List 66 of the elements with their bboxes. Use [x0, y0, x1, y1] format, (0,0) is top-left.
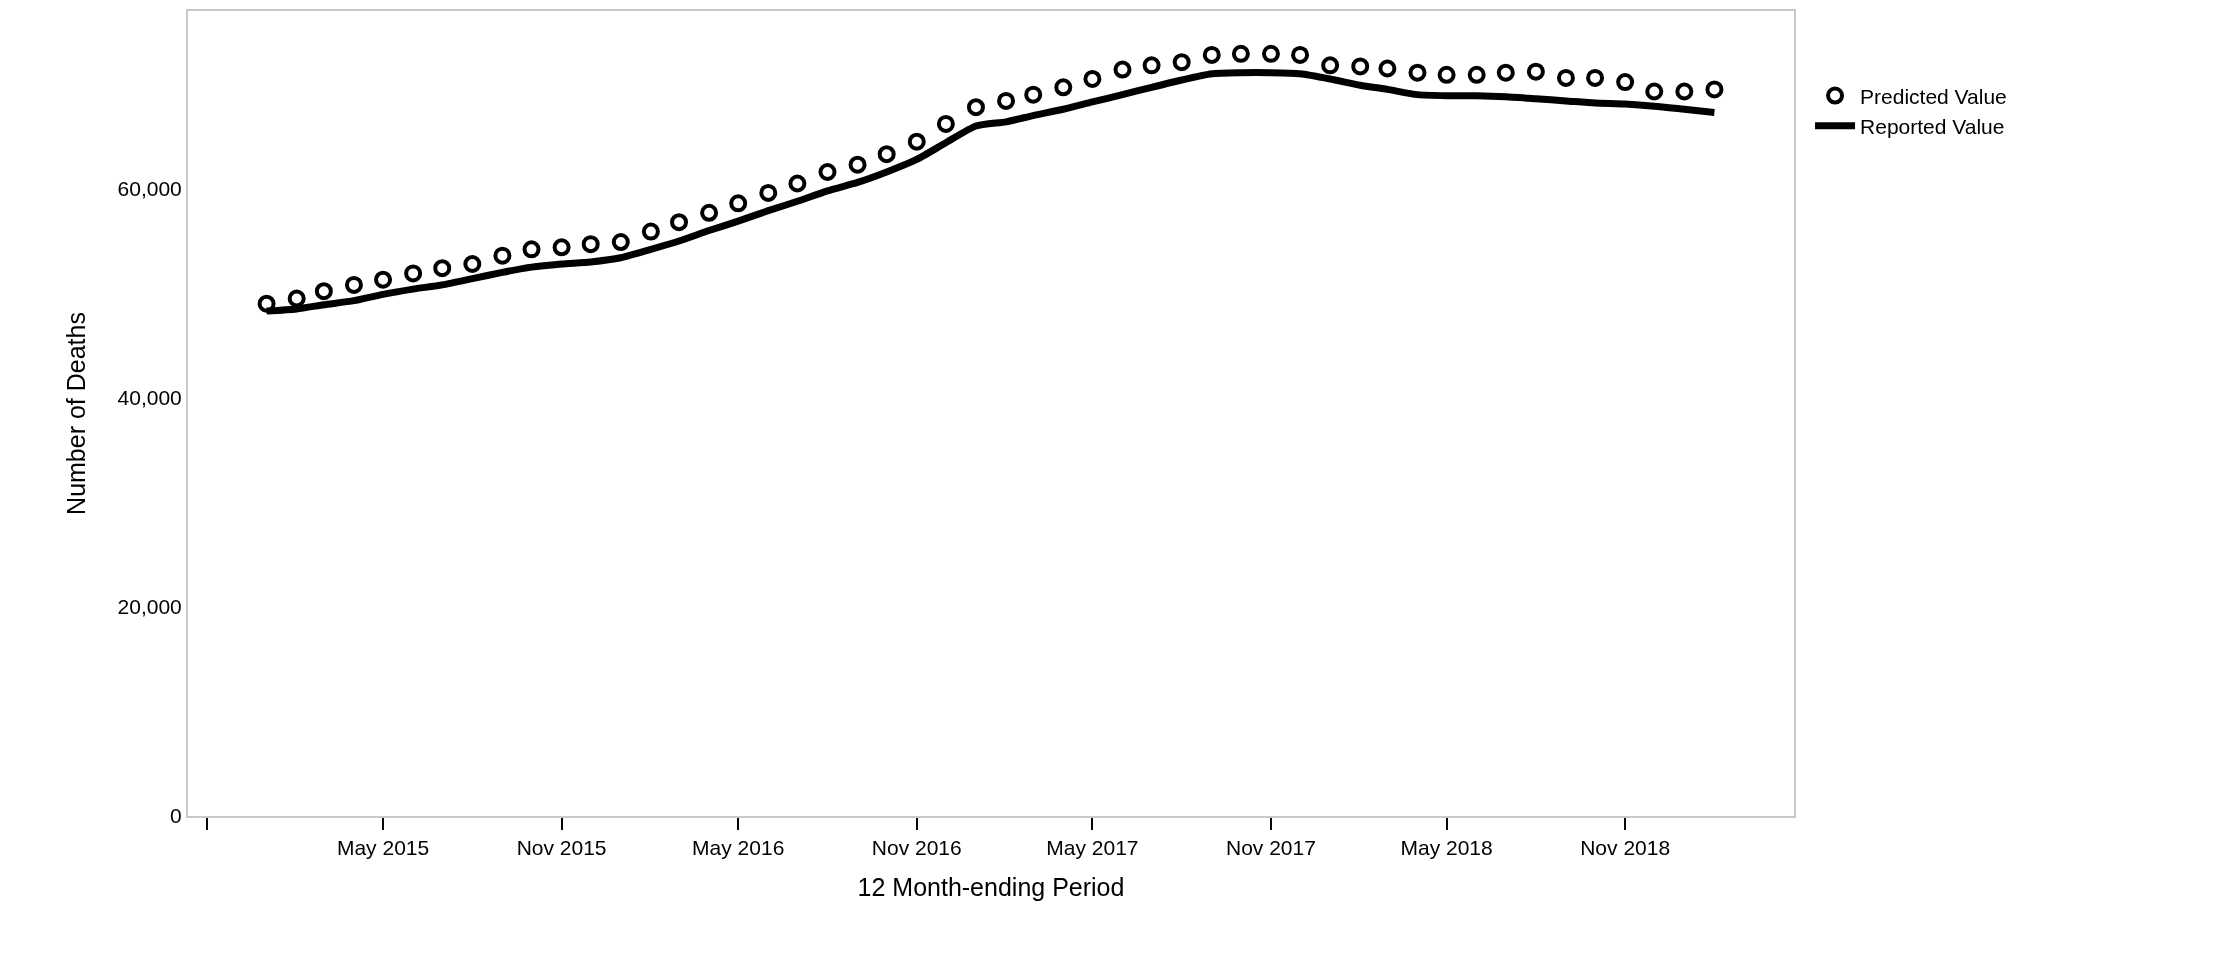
point: [729, 194, 748, 213]
x-tick-label: May 2015: [336, 836, 430, 860]
point: [966, 98, 985, 117]
point: [522, 240, 541, 259]
point: [1142, 56, 1161, 75]
y-tick-label: 20,000: [117, 595, 182, 619]
point: [818, 163, 837, 181]
point: [1378, 59, 1397, 78]
point: [374, 270, 393, 289]
point: [1172, 53, 1191, 72]
point: [344, 275, 363, 294]
point: [1467, 65, 1486, 84]
point: [1321, 56, 1340, 75]
point: [1351, 57, 1370, 76]
x-tick-label: Nov 2016: [871, 836, 962, 860]
point: [493, 246, 512, 265]
y-axis-title: Number of Deaths: [61, 312, 90, 515]
point: [1675, 82, 1694, 101]
point: [641, 222, 660, 241]
x-tick-label: Nov 2015: [516, 836, 607, 860]
point: [1556, 68, 1575, 87]
point: [1054, 78, 1073, 97]
point: [314, 282, 333, 301]
point: [1496, 63, 1515, 82]
point: [1024, 85, 1043, 104]
legend-label: Reported Value: [1860, 115, 2005, 139]
x-tick-label: May 2016: [692, 836, 785, 860]
point: [611, 233, 630, 252]
point: [404, 264, 423, 283]
point: [848, 155, 867, 174]
point: [552, 238, 571, 257]
point: [1291, 45, 1310, 64]
point: [1231, 44, 1250, 63]
point: [257, 294, 276, 313]
point: [997, 91, 1016, 110]
point: [1645, 82, 1664, 101]
point: [1408, 63, 1427, 82]
point: [788, 174, 807, 193]
point: [759, 183, 778, 202]
y-tick-label: 40,000: [117, 386, 182, 410]
point: [877, 145, 896, 164]
x-tick-label: May 2018: [1400, 836, 1493, 860]
legend-label: Predicted Value: [1860, 84, 2007, 108]
point: [1113, 60, 1132, 79]
x-tick-label: Nov 2017: [1226, 836, 1316, 860]
x-tick-label: May 2017: [1046, 836, 1139, 860]
point: [936, 114, 955, 133]
point: [1616, 73, 1635, 92]
point: [1437, 65, 1456, 84]
point: [700, 203, 719, 222]
point: [1586, 68, 1605, 87]
y-tick-label: 60,000: [117, 177, 182, 201]
point: [463, 255, 482, 273]
y-tick-label: 0: [170, 804, 182, 828]
point: [1261, 44, 1280, 63]
point: [433, 259, 452, 278]
point: [287, 289, 306, 308]
point: [581, 235, 600, 254]
point: [1526, 62, 1545, 81]
point: [1705, 80, 1724, 99]
point: [1202, 45, 1221, 64]
x-tick-label: Nov 2018: [1580, 836, 1671, 860]
point: [670, 213, 689, 232]
point: [907, 132, 926, 151]
x-axis-title: 12 Month-ending Period: [857, 872, 1125, 901]
point: [1083, 69, 1102, 88]
